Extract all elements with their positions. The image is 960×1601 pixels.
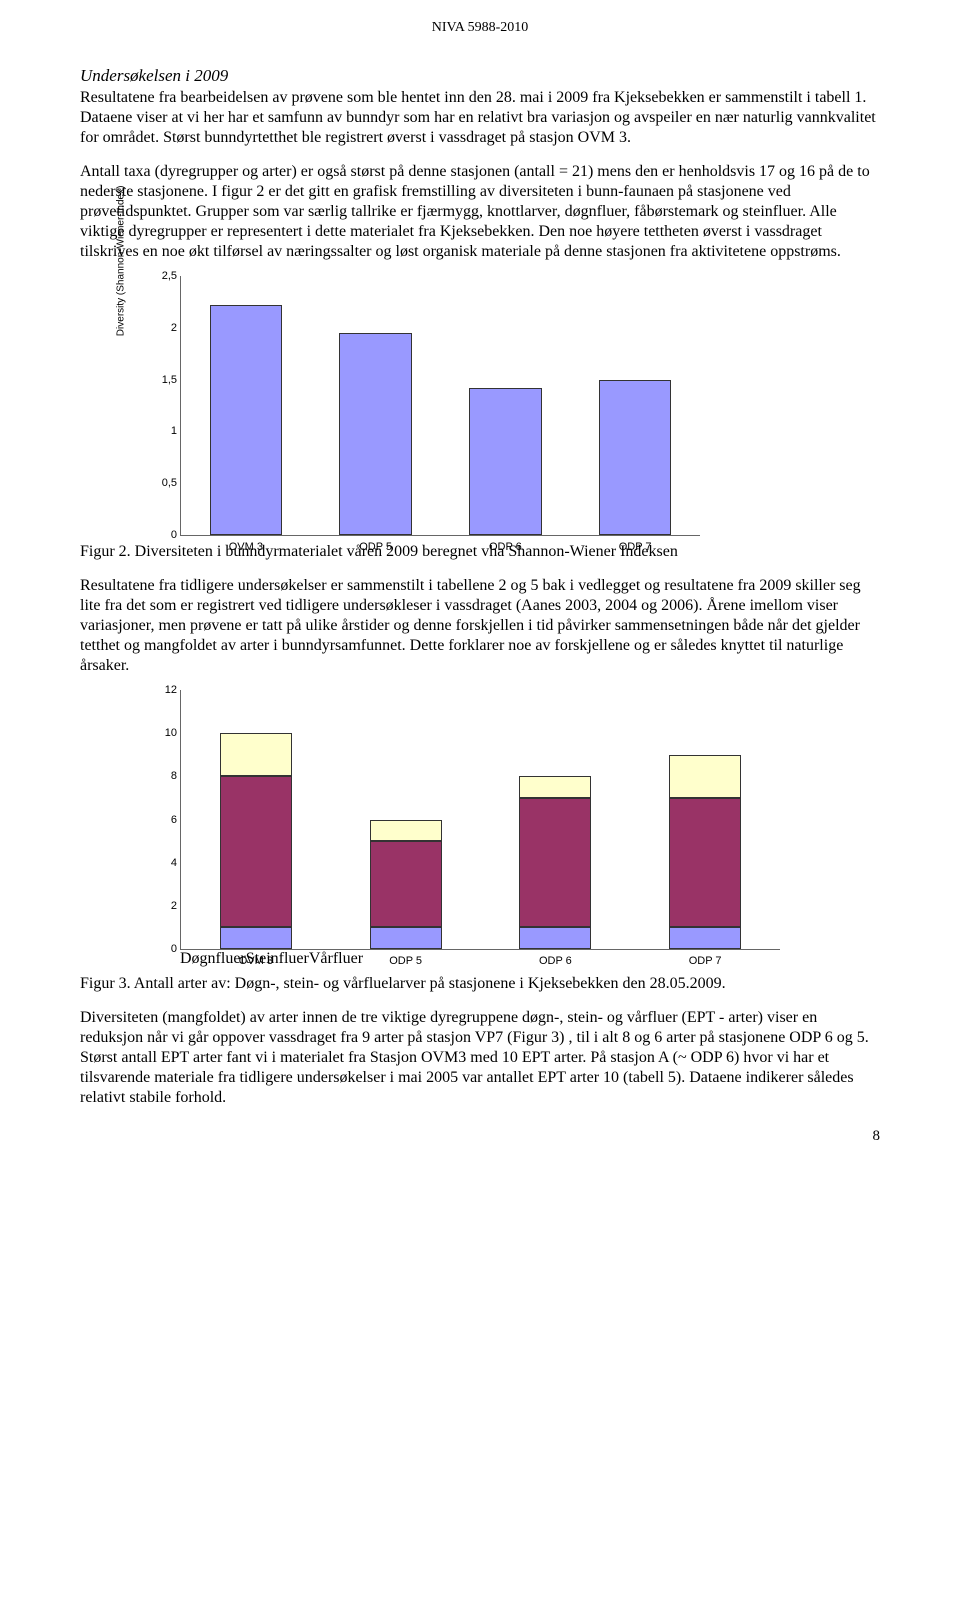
chart2-xlabel: ODP 6 bbox=[519, 955, 591, 967]
chart2-ytick: 12 bbox=[153, 684, 177, 696]
chart2-bar-stack bbox=[370, 820, 442, 949]
doc-header: NIVA 5988-2010 bbox=[80, 20, 880, 36]
chart1-bar bbox=[599, 380, 672, 535]
figure-3-caption: Figur 3. Antall arter av: Døgn-, stein- … bbox=[80, 974, 880, 994]
chart1-ytick: 0,5 bbox=[147, 477, 177, 489]
chart1-ytick: 2,5 bbox=[147, 270, 177, 282]
chart2-ytick: 4 bbox=[153, 857, 177, 869]
chart2-ytick: 0 bbox=[153, 943, 177, 955]
chart1-xlabel: ODP 5 bbox=[339, 541, 412, 553]
chart2-bar-stack bbox=[519, 776, 591, 949]
chart1-xlabel: OVM 3 bbox=[210, 541, 283, 553]
chart1-yaxis-title: Diversity (Shannon-Wiener-Index) bbox=[116, 185, 127, 336]
chart2-bar-segment bbox=[370, 927, 442, 949]
chart2-ytick: 10 bbox=[153, 727, 177, 739]
chart1-ytick: 1 bbox=[147, 425, 177, 437]
chart2-legend-item: Vårfluer bbox=[309, 950, 363, 967]
page-number: 8 bbox=[80, 1128, 880, 1145]
chart2-ytick: 6 bbox=[153, 814, 177, 826]
chart2-bar-segment bbox=[519, 776, 591, 798]
chart2-ytick: 8 bbox=[153, 770, 177, 782]
chart2-bar-segment bbox=[669, 798, 741, 928]
chart1-bar bbox=[210, 305, 283, 535]
chart2-xlabel: OVM 3 bbox=[220, 955, 292, 967]
chart1-bar bbox=[469, 388, 542, 535]
chart1-ytick: 0 bbox=[147, 529, 177, 541]
figure-2-chart: Diversity (Shannon-Wiener-Index) 00,511,… bbox=[180, 276, 700, 536]
chart2-legend-label: Vårfluer bbox=[309, 950, 363, 967]
chart1-xlabel: ODP 6 bbox=[469, 541, 542, 553]
section-title: Undersøkelsen i 2009 bbox=[80, 66, 880, 86]
chart2-bar-segment bbox=[220, 927, 292, 949]
chart1-ytick: 2 bbox=[147, 322, 177, 334]
chart2-ytick: 2 bbox=[153, 900, 177, 912]
chart2-bar-segment bbox=[669, 927, 741, 949]
chart2-bar-segment bbox=[370, 841, 442, 927]
paragraph-1: Resultatene fra bearbeidelsen av prøvene… bbox=[80, 88, 880, 148]
chart2-bar-stack bbox=[669, 755, 741, 949]
paragraph-4: Diversiteten (mangfoldet) av arter innen… bbox=[80, 1008, 880, 1108]
chart2-bar-segment bbox=[519, 798, 591, 928]
chart1-bar bbox=[339, 333, 412, 535]
chart2-xlabel: ODP 7 bbox=[669, 955, 741, 967]
paragraph-3: Resultatene fra tidligere undersøkelser … bbox=[80, 576, 880, 676]
paragraph-2: Antall taxa (dyregrupper og arter) er og… bbox=[80, 162, 880, 262]
figure-3-chart: 024681012OVM 3ODP 5ODP 6ODP 7 DøgnfluerS… bbox=[180, 690, 780, 968]
chart2-bar-segment bbox=[669, 755, 741, 798]
chart1-xlabel: ODP 7 bbox=[599, 541, 672, 553]
chart1-ytick: 1,5 bbox=[147, 374, 177, 386]
chart2-bar-segment bbox=[370, 820, 442, 842]
chart2-bar-segment bbox=[220, 733, 292, 776]
chart2-xlabel: ODP 5 bbox=[370, 955, 442, 967]
chart2-bar-stack bbox=[220, 733, 292, 949]
chart2-bar-segment bbox=[519, 927, 591, 949]
chart2-bar-segment bbox=[220, 776, 292, 927]
